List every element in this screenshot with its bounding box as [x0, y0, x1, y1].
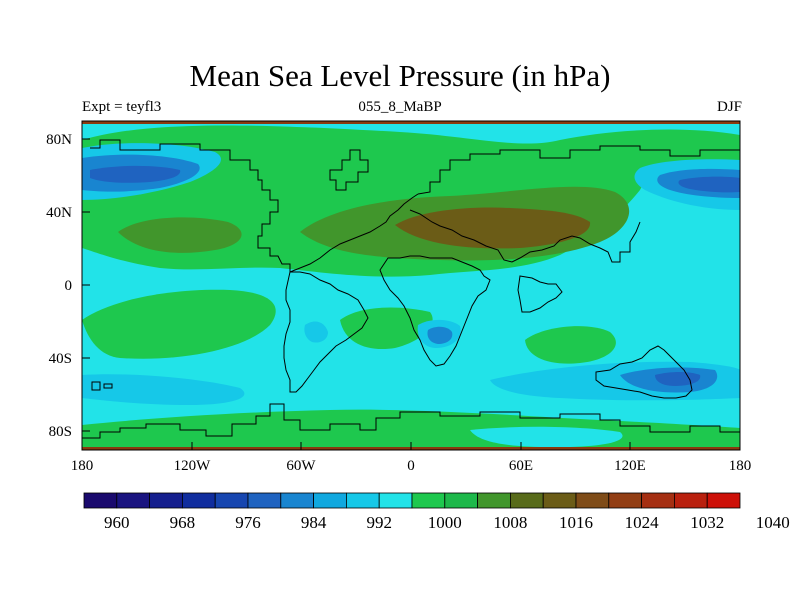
lon-label-60e: 60E	[509, 458, 533, 474]
coastlines	[82, 139, 740, 439]
coastline-greenland	[329, 149, 369, 191]
north-pole-edge	[82, 121, 740, 124]
coastline-australia	[595, 345, 693, 399]
chart-title: Mean Sea Level Pressure (in hPa)	[189, 58, 611, 93]
colorbar: 960 968 976 984 992 1000 1008 1016 1024 1032 1040	[83, 492, 790, 532]
colorbar-label: 1016	[559, 513, 593, 532]
colorbar-box	[706, 492, 741, 509]
longitude-axis: 180 120W 60W 0 60E 120E 180	[71, 442, 752, 474]
colorbar-box	[247, 492, 282, 509]
colorbar-box	[542, 492, 577, 509]
colorbar-label: 1040	[756, 513, 790, 532]
colorbar-box	[411, 492, 446, 509]
lat-label-40n: 40N	[46, 205, 72, 221]
contour-south-america-low	[304, 321, 328, 343]
colorbar-box	[83, 492, 118, 509]
contour-south-pacific-high	[82, 289, 276, 359]
lat-label-80s: 80S	[49, 424, 72, 440]
colorbar-label: 992	[366, 513, 392, 532]
contour-asian-high-core	[395, 207, 591, 249]
contour-antarctic-trough	[470, 426, 623, 448]
colorbar-box	[378, 492, 413, 509]
coastline-south-america	[283, 271, 369, 393]
colorbar-label: 1032	[690, 513, 724, 532]
colorbar-box	[477, 492, 511, 509]
lon-label-180e: 180	[729, 458, 752, 474]
colorbar-box	[674, 492, 708, 509]
colorbar-label: 1000	[428, 513, 462, 532]
lon-label-120w: 120W	[174, 458, 212, 474]
colorbar-label: 984	[301, 513, 327, 532]
lat-label-80n: 80N	[46, 132, 72, 148]
experiment-label: Expt = teyfl3	[82, 99, 162, 115]
lat-label-0: 0	[65, 278, 73, 294]
colorbar-box	[608, 492, 642, 509]
colorbar-box	[313, 492, 347, 509]
colorbar-box	[149, 492, 183, 509]
contour-pacific-high-north	[118, 217, 242, 253]
contour-southern-ocean-low-west	[82, 374, 245, 405]
colorbar-box	[509, 492, 544, 509]
coastline-indonesia	[517, 275, 563, 313]
contour-pacific-low-deep	[90, 165, 181, 183]
colorbar-box	[116, 492, 151, 509]
colorbar-label: 1008	[493, 513, 527, 532]
coastline-north-america	[90, 139, 291, 272]
lon-label-60w: 60W	[286, 458, 316, 474]
colorbar-box	[345, 492, 380, 509]
lat-label-40s: 40S	[49, 351, 72, 367]
colorbar-box	[444, 492, 478, 509]
colorbar-box	[280, 492, 314, 509]
coastline-eurasia	[417, 145, 740, 195]
lon-label-180w: 180	[71, 458, 94, 474]
coastline-antarctica	[82, 403, 740, 439]
lon-label-0: 0	[407, 458, 415, 474]
colorbar-box	[214, 492, 249, 509]
colorbar-box	[575, 492, 610, 509]
contour-indian-ocean-high	[525, 326, 616, 364]
season-label: DJF	[716, 99, 742, 115]
coastline-asia-south	[409, 209, 641, 263]
colorbar-label: 968	[170, 513, 196, 532]
latitude-axis: 80N 40N 0 40S 80S	[46, 132, 90, 440]
contour-africa-low-core	[427, 326, 453, 344]
colorbar-label: 976	[235, 513, 261, 532]
colorbar-label: 1024	[625, 513, 660, 532]
contour-atlantic-low-deep	[678, 176, 740, 193]
period-label: 055_8_MaBP	[358, 99, 442, 115]
pressure-field	[82, 121, 740, 450]
coastline-north-america-east	[289, 193, 419, 273]
lon-label-120e: 120E	[614, 458, 646, 474]
colorbar-box	[181, 492, 216, 509]
colorbar-box	[641, 492, 675, 509]
coastline-islands-west	[91, 381, 113, 391]
contour-southern-ocean-low-deep	[655, 372, 701, 386]
colorbar-label: 960	[104, 513, 130, 532]
coastline-africa	[379, 255, 491, 367]
